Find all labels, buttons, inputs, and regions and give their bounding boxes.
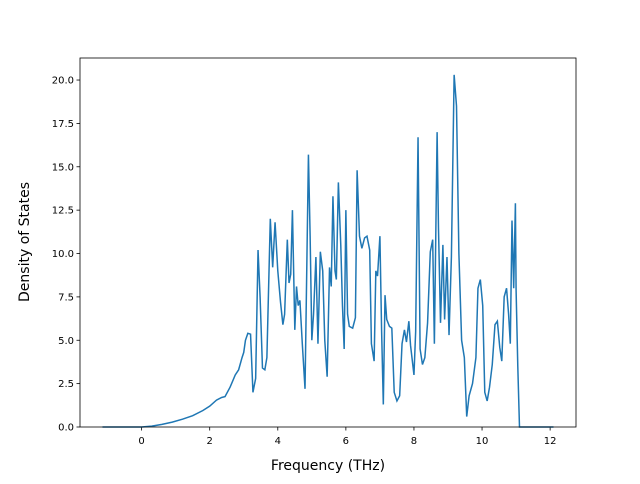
- y-tick-label: 2.5: [58, 379, 74, 390]
- x-tick-label: 10: [476, 436, 489, 447]
- y-tick-label: 17.5: [52, 119, 74, 130]
- line-series: [102, 74, 554, 428]
- x-tick-label: 0: [138, 436, 144, 447]
- y-tick-label: 12.5: [52, 206, 74, 217]
- y-tick-label: 7.5: [58, 292, 74, 303]
- x-axis-label: Frequency (THz): [271, 458, 385, 474]
- x-tick-label: 4: [275, 436, 281, 447]
- x-tick-label: 12: [544, 436, 557, 447]
- y-tick-label: 20.0: [52, 76, 74, 87]
- x-tick-label: 8: [411, 436, 417, 447]
- x-tick-label: 2: [207, 436, 213, 447]
- y-axis-label: Density of States: [17, 182, 33, 302]
- y-tick-label: 10.0: [52, 249, 74, 260]
- y-tick-label: 5.0: [58, 336, 74, 347]
- plot-frame: [79, 57, 577, 428]
- y-tick-label: 15.0: [52, 162, 74, 173]
- x-tick-label: 6: [343, 436, 349, 447]
- y-tick-label: 0.0: [58, 423, 74, 434]
